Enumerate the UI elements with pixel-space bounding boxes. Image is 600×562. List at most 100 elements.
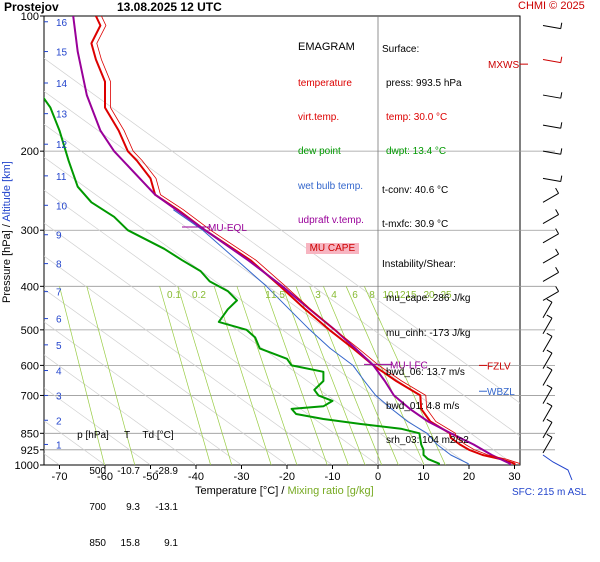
wind-barb <box>542 25 561 30</box>
wind-barb-flag <box>555 248 560 255</box>
mixing-ratio-line <box>236 286 298 465</box>
marker-label: WBZL <box>487 387 515 398</box>
surface-info: Surface: press: 993.5 hPa temp: 30.0 °C … <box>382 21 471 458</box>
y-tick-label: 1000 <box>15 460 39 472</box>
mixing-ratio-label: 8 <box>369 290 375 301</box>
surface-temp: temp: 30.0 °C <box>386 112 448 124</box>
legend-updraft: udpraft v.temp. <box>298 214 364 226</box>
datetime-title: 13.08.2025 12 UTC <box>117 0 222 14</box>
wind-barb <box>542 124 561 129</box>
altitude-label: 7 <box>56 288 62 299</box>
x-tick-label: 10 <box>417 471 429 483</box>
altitude-label: 14 <box>56 79 68 90</box>
x-label-sep: / <box>281 485 285 497</box>
series-temperature <box>90 16 516 465</box>
surface-press: press: 993.5 hPa <box>386 78 462 90</box>
x-label-temperature: Temperature [°C] <box>195 485 279 497</box>
legend-dew-point: dew point <box>298 146 341 158</box>
mixing-ratio-line <box>345 286 425 465</box>
table-header-t: T <box>123 430 131 441</box>
table-header-p: p [hPa] <box>77 430 109 441</box>
background-line <box>44 57 520 404</box>
background-line <box>44 255 333 465</box>
wind-barb-flag <box>560 175 563 182</box>
x-tick-label: -70 <box>52 471 68 483</box>
altitude-label: 1 <box>56 440 62 451</box>
wind-barb <box>542 422 553 439</box>
mixing-ratio-line <box>159 286 211 465</box>
wind-barb <box>542 233 559 244</box>
wind-barb-flag <box>555 209 560 215</box>
mixing-ratio-line <box>213 286 272 465</box>
altitude-label: 13 <box>56 110 68 121</box>
y-tick-label: 500 <box>21 325 39 337</box>
x-tick-label: 30 <box>508 471 520 483</box>
wind-barb <box>542 352 553 369</box>
bwd01-value: bwd_01: 4.8 m/s <box>386 401 460 412</box>
y-label-altitude: Altitude [km] <box>1 161 13 222</box>
altitude-label: 4 <box>56 367 62 378</box>
wind-barb <box>542 253 559 264</box>
station-title: Prostejov <box>4 0 59 14</box>
mixing-ratio-line <box>86 286 136 465</box>
wind-barb-flag <box>560 122 563 129</box>
marker-label: MU-EQL <box>208 223 247 234</box>
background-line <box>44 222 379 465</box>
background-line <box>44 90 520 437</box>
y-tick-label: 850 <box>21 428 39 440</box>
mixing-ratio-label: 20 <box>423 290 435 301</box>
wind-barb-flag <box>560 56 563 63</box>
mixing-ratio-label: 12 <box>394 290 406 301</box>
credit: CHMI © 2025 <box>518 0 585 12</box>
altitude-label: 2 <box>56 416 62 427</box>
wind-barb <box>542 192 559 203</box>
mixing-ratio-label: 1.5 <box>271 290 285 301</box>
background-line <box>44 156 470 465</box>
altitude-label: 11 <box>56 172 67 183</box>
altitude-label: 10 <box>56 201 68 212</box>
wind-barb-flag <box>555 266 560 273</box>
legend-wet-bulb: wet bulb temp. <box>298 180 364 192</box>
legend-title: EMAGRAM <box>298 40 355 53</box>
wind-barb-flag <box>546 384 553 389</box>
wind-barb <box>542 405 553 422</box>
surface-tconv: t-conv: 40.6 °C <box>382 184 449 196</box>
y-tick-label: 925 <box>21 445 39 457</box>
marker-label: MXWS <box>488 60 519 71</box>
profile-lines <box>44 16 520 465</box>
series-dew-point <box>44 96 440 465</box>
wind-barb <box>542 150 561 155</box>
wind-barb <box>542 290 559 301</box>
surface-dwpt: dwpt: 13.4 °C <box>386 146 447 158</box>
wind-barbs <box>542 22 573 481</box>
wind-barb-flag <box>546 349 553 354</box>
wind-barb-flag <box>546 433 553 438</box>
mixing-ratio-label: 1 <box>265 290 271 301</box>
surface-wind-line <box>542 454 573 481</box>
y-label-sep: / <box>1 224 13 228</box>
mixing-ratio-line <box>263 286 328 465</box>
wind-barb <box>542 59 561 64</box>
legend-box: EMAGRAM temperature virt.temp. dew point… <box>298 19 364 255</box>
wind-barb-flag <box>555 187 560 194</box>
series-udpraft-v-temp- <box>72 16 511 465</box>
wind-barb-flag <box>546 332 553 337</box>
mixing-ratio-line <box>177 286 233 465</box>
background-line <box>44 387 151 465</box>
x-tick-label: -60 <box>97 471 113 483</box>
x-label-mixing: Mixing ratio [g/kg] <box>287 485 374 497</box>
wind-barb <box>542 214 559 225</box>
surface-title: Surface: <box>382 43 420 55</box>
wind-barb-flag <box>560 92 563 99</box>
wind-barb-flag <box>560 148 563 155</box>
y-tick-label: 600 <box>21 360 39 372</box>
altitude-label: 5 <box>56 341 62 352</box>
y-tick-label: 400 <box>21 281 39 293</box>
wind-barb <box>542 271 559 282</box>
mixing-ratio-line <box>59 286 105 465</box>
y-tick-label: 200 <box>21 146 39 158</box>
wind-barb-flag <box>546 402 553 407</box>
wind-barb <box>542 94 561 99</box>
dry-adiabats <box>44 57 520 465</box>
